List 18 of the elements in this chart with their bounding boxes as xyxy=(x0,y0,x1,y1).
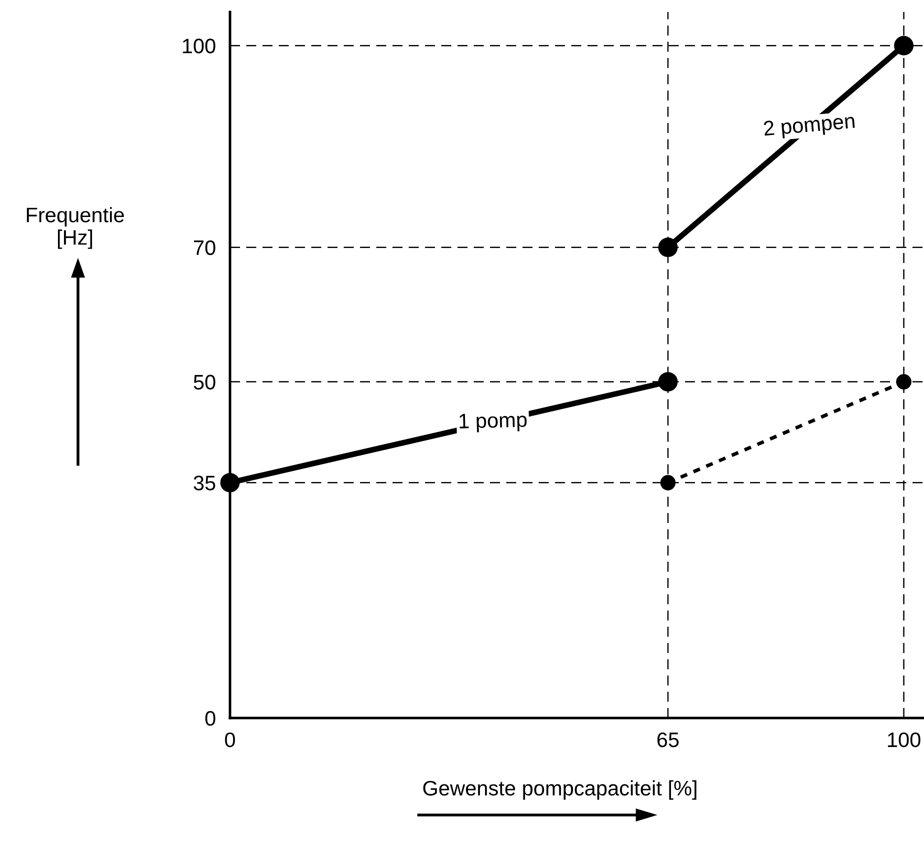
y-tick-label: 100 xyxy=(182,38,216,54)
y-axis-title: Frequentie [Hz] xyxy=(26,207,124,249)
point xyxy=(658,372,678,392)
series-label: 2 pompen xyxy=(764,113,856,140)
y-tick-label: 70 xyxy=(194,240,216,256)
point xyxy=(660,475,676,490)
point xyxy=(220,472,240,492)
y-tick-label: 0 xyxy=(205,711,216,726)
point xyxy=(896,374,912,390)
point xyxy=(658,238,678,258)
x-tick-label: 100 xyxy=(888,732,920,748)
y-tick-label: 50 xyxy=(194,374,216,390)
y-tick-label: 35 xyxy=(194,476,216,490)
x-tick-label: 0 xyxy=(225,732,235,748)
point xyxy=(894,36,914,56)
x-tick-label: 65 xyxy=(657,732,679,748)
series-label: 1 pomp xyxy=(459,412,527,433)
x-axis-title: Gewenste pompcapaciteit [%] xyxy=(423,780,696,800)
